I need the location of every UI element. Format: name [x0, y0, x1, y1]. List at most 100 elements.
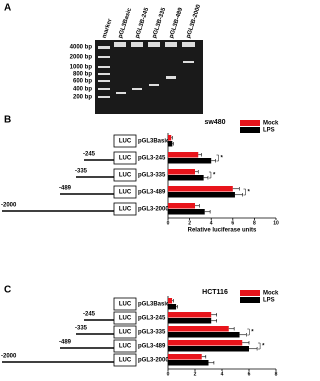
x-tick-label: 6 — [248, 371, 251, 376]
size-label: 200 bp — [73, 95, 92, 101]
significance-bracket — [216, 154, 219, 162]
x-tick-label: 6 — [231, 220, 234, 226]
promoter-label: -335 — [75, 326, 88, 332]
bar — [168, 298, 173, 304]
x-tick-label: 2 — [188, 220, 191, 226]
reporter-label: LUC — [119, 207, 132, 213]
x-tick-label: 0 — [167, 371, 170, 376]
category-label: pGL3Basic — [138, 139, 170, 145]
size-label: 1000 bp — [70, 65, 93, 71]
chart-title: sw480 — [204, 119, 225, 126]
gel-bands — [98, 42, 195, 98]
bar — [168, 186, 233, 192]
lane-label: pGL3B-335 — [152, 6, 168, 39]
promoter-label: -2000 — [1, 203, 17, 209]
bar — [168, 135, 172, 141]
bar — [168, 360, 209, 366]
x-tick-label: 0 — [167, 220, 170, 226]
category-label: pGL3-489 — [138, 190, 166, 196]
promoter-label: -245 — [83, 312, 96, 318]
legend-swatch — [240, 297, 260, 303]
category-label: pGL3-489 — [138, 344, 166, 350]
size-label: 2000 bp — [70, 55, 93, 61]
reporter-label: LUC — [119, 358, 132, 364]
figure: A marker pGL3Basic pGL3B-245 pGL3B-335 pGL3B… — [1, 3, 279, 381]
size-label: 600 bp — [73, 79, 92, 85]
legend-label: LPS — [263, 298, 275, 304]
legend-swatch — [240, 127, 260, 133]
reporter-label: LUC — [119, 330, 132, 336]
significance-bracket — [258, 342, 261, 350]
bar — [168, 175, 204, 181]
category-label: pGL3-335 — [138, 173, 166, 179]
lane-label: pGL3Basic — [118, 7, 134, 39]
page: A marker pGL3Basic pGL3B-245 pGL3B-335 pGL3B… — [1, 2, 279, 381]
reporter-box — [113, 202, 137, 216]
reporter-box — [113, 353, 137, 367]
reporter-box — [113, 168, 137, 182]
lane-label: marker — [102, 18, 114, 40]
category-label: pGL3Basic — [138, 302, 170, 308]
panel-label: C — [4, 285, 11, 296]
x-axis-label: Relative luciferase units — [188, 228, 257, 234]
reporter-label: LUC — [119, 190, 132, 196]
reporter-box — [113, 297, 137, 311]
bar — [168, 209, 205, 215]
legend-label: Mock — [263, 121, 279, 127]
x-tick-label: 4 — [210, 220, 213, 226]
reporter-label: LUC — [119, 302, 132, 308]
panel-label: B — [4, 115, 11, 126]
x-tick-label: 4 — [221, 371, 224, 376]
bar — [168, 346, 249, 352]
legend-swatch — [240, 290, 260, 296]
reporter-label: LUC — [119, 139, 132, 145]
bar — [168, 304, 177, 310]
category-label: pGL3-245 — [138, 156, 166, 162]
lane-label: pGL3B-245 — [135, 6, 151, 39]
promoter-label: -2000 — [1, 354, 17, 360]
bar — [168, 332, 240, 338]
bar — [168, 312, 212, 318]
bar — [168, 340, 243, 346]
reporter-box — [113, 134, 137, 148]
x-tick-label: 8 — [275, 371, 278, 376]
bar — [168, 326, 229, 332]
legend-swatch — [240, 120, 260, 126]
legend-label: LPS — [263, 128, 275, 134]
promoter-label: -489 — [59, 340, 72, 346]
reporter-label: LUC — [119, 316, 132, 322]
reporter-label: LUC — [119, 173, 132, 179]
significance-bracket — [247, 328, 250, 336]
significance-mark: * — [248, 190, 251, 196]
reporter-box — [113, 185, 137, 199]
bar — [168, 203, 195, 209]
size-label: 400 bp — [73, 87, 92, 93]
significance-mark: * — [251, 330, 254, 336]
reporter-box — [113, 325, 137, 339]
bar — [168, 141, 173, 147]
reporter-label: LUC — [119, 156, 132, 162]
lane-label: pGL3B-489 — [169, 6, 185, 39]
significance-bracket — [208, 171, 212, 179]
promoter-label: -335 — [75, 169, 88, 175]
category-label: pGL3-335 — [138, 330, 166, 336]
x-tick-label: 2 — [194, 371, 197, 376]
legend-label: Mock — [263, 291, 279, 297]
bar — [168, 318, 212, 324]
bar — [168, 152, 199, 158]
panel-label: A — [4, 3, 11, 14]
reporter-box — [113, 311, 137, 325]
bar — [168, 158, 212, 164]
size-label: 4000 bp — [70, 45, 93, 51]
bar — [168, 354, 202, 360]
bar — [168, 192, 235, 198]
significance-mark: * — [213, 173, 216, 179]
reporter-box — [113, 339, 137, 353]
lane-label: pGL3B-2000 — [186, 3, 203, 39]
gel-image — [95, 40, 203, 114]
x-tick-label: 8 — [253, 220, 256, 226]
bar — [168, 169, 195, 175]
promoter-label: -245 — [83, 152, 96, 158]
chart-title: HCT116 — [202, 289, 228, 296]
significance-mark: * — [262, 344, 265, 350]
